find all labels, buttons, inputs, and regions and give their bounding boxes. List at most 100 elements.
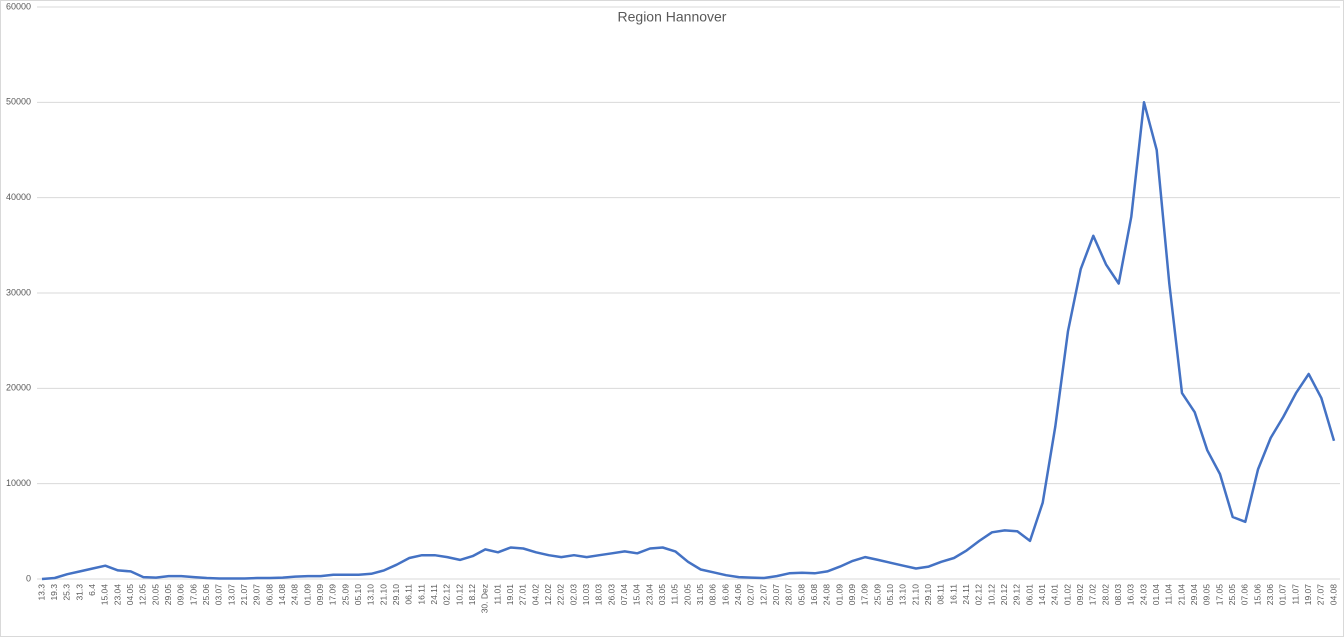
x-tick-label: 06.11 (404, 584, 414, 605)
x-tick-label: 24.11 (961, 584, 971, 605)
x-tick-label: 10.12 (454, 584, 464, 606)
x-tick-label: 31.05 (695, 584, 705, 606)
x-tick-label: 16.08 (809, 584, 819, 606)
x-tick-label: 25.3 (62, 584, 72, 601)
x-tick-label: 24.08 (290, 584, 300, 606)
x-tick-label: 16.06 (720, 584, 730, 606)
x-tick-label: 22.02 (556, 584, 566, 606)
x-tick-label: 6.4 (87, 584, 97, 596)
x-tick-label: 24.01 (1050, 584, 1060, 606)
y-tick-label: 40000 (6, 192, 31, 202)
x-tick-label: 25.05 (1227, 584, 1237, 606)
x-tick-label: 16.03 (1126, 584, 1136, 606)
x-tick-label: 02.12 (974, 584, 984, 606)
x-tick-label: 15.04 (632, 584, 642, 606)
x-tick-label: 09.05 (1202, 584, 1212, 606)
x-tick-label: 10.03 (581, 584, 591, 606)
x-tick-label: 06.08 (264, 584, 274, 606)
x-tick-label: 14.01 (1037, 584, 1047, 606)
x-tick-label: 11.04 (1164, 584, 1174, 605)
x-tick-label: 20.12 (999, 584, 1009, 606)
x-tick-label: 08.06 (708, 584, 718, 606)
x-tick-label: 29.12 (1012, 584, 1022, 606)
x-tick-label: 23.04 (112, 584, 122, 606)
x-tick-label: 05.10 (885, 584, 895, 606)
x-tick-label: 16.11 (416, 584, 426, 605)
chart-title: Region Hannover (618, 9, 727, 25)
x-tick-label: 06.01 (1024, 584, 1034, 606)
x-tick-label: 01.09 (834, 584, 844, 606)
x-tick-label: 21.07 (239, 584, 249, 606)
x-tick-label: 13.3 (36, 584, 46, 601)
x-tick-label: 25.09 (340, 584, 350, 606)
x-tick-label: 17.06 (188, 584, 198, 606)
x-tick-label: 05.08 (796, 584, 806, 606)
x-tick-label: 28.02 (1100, 584, 1110, 606)
x-tick-label: 28.07 (784, 584, 794, 606)
x-tick-label: 20.05 (682, 584, 692, 606)
x-tick-label: 04.02 (530, 584, 540, 606)
x-tick-label: 02.07 (746, 584, 756, 606)
x-tick-label: 29.07 (252, 584, 262, 606)
x-tick-label: 17.09 (328, 584, 338, 606)
x-tick-label: 16.11 (948, 584, 958, 605)
x-tick-label: 17.05 (1214, 584, 1224, 606)
x-tick-label: 02.03 (568, 584, 578, 606)
data-line (41, 101, 1336, 581)
x-tick-label: 10.12 (986, 584, 996, 606)
x-tick-label: 19.07 (1303, 584, 1313, 606)
x-tick-label: 04.08 (1328, 584, 1338, 606)
y-tick-label: 30000 (6, 287, 31, 297)
x-tick-label: 19.01 (505, 584, 515, 606)
x-tick-label: 01.02 (1062, 584, 1072, 606)
x-tick-label: 15.04 (100, 584, 110, 606)
x-tick-label: 09.06 (176, 584, 186, 606)
x-tick-label: 13.10 (898, 584, 908, 606)
x-tick-label: 17.09 (860, 584, 870, 606)
x-tick-label: 03.07 (214, 584, 224, 606)
x-tick-label: 29.04 (1189, 584, 1199, 606)
x-tick-label: 25.09 (872, 584, 882, 606)
x-tick-label: 01.04 (1151, 584, 1161, 606)
x-tick-label: 21.10 (378, 584, 388, 606)
x-tick-label: 09.09 (847, 584, 857, 606)
x-tick-label: 20.07 (771, 584, 781, 606)
x-tick-label: 23.04 (644, 584, 654, 606)
x-tick-label: 21.04 (1176, 584, 1186, 606)
x-tick-label: 24.11 (429, 584, 439, 605)
x-tick-label: 11.07 (1290, 584, 1300, 605)
x-tick-label: 31.3 (74, 584, 84, 601)
x-tick-label: 26.03 (606, 584, 616, 606)
x-tick-label: 14.08 (277, 584, 287, 606)
x-tick-label: 07.04 (619, 584, 629, 606)
x-tick-label: 20.05 (150, 584, 160, 606)
x-tick-label: 05.10 (353, 584, 363, 606)
y-tick-label: 10000 (6, 478, 31, 488)
x-tick-label: 12.02 (543, 584, 553, 606)
x-tick-label: 18.12 (467, 584, 477, 606)
x-tick-label: 08.11 (936, 584, 946, 605)
x-tick-label: 11.05 (670, 584, 680, 605)
x-tick-label: 02.12 (442, 584, 452, 606)
x-tick-label: 09.09 (315, 584, 325, 606)
x-tick-label: 24.03 (1138, 584, 1148, 606)
x-tick-label: 13.10 (366, 584, 376, 606)
y-tick-label: 60000 (6, 1, 31, 11)
x-tick-label: 11.01 (492, 584, 502, 605)
x-tick-label: 17.02 (1088, 584, 1098, 606)
x-tick-label: 09.02 (1075, 584, 1085, 606)
x-tick-label: 04.05 (125, 584, 135, 606)
y-tick-label: 0 (26, 573, 31, 583)
y-tick-label: 50000 (6, 97, 31, 107)
x-tick-label: 27.07 (1316, 584, 1326, 606)
x-tick-label: 30. Dez (480, 584, 490, 613)
x-tick-label: 08.03 (1113, 584, 1123, 606)
x-tick-label: 21.10 (910, 584, 920, 606)
x-tick-label: 19.3 (49, 584, 59, 601)
y-tick-label: 20000 (6, 383, 31, 393)
x-tick-label: 18.03 (594, 584, 604, 606)
x-tick-label: 24.06 (733, 584, 743, 606)
x-tick-label: 01.07 (1278, 584, 1288, 606)
